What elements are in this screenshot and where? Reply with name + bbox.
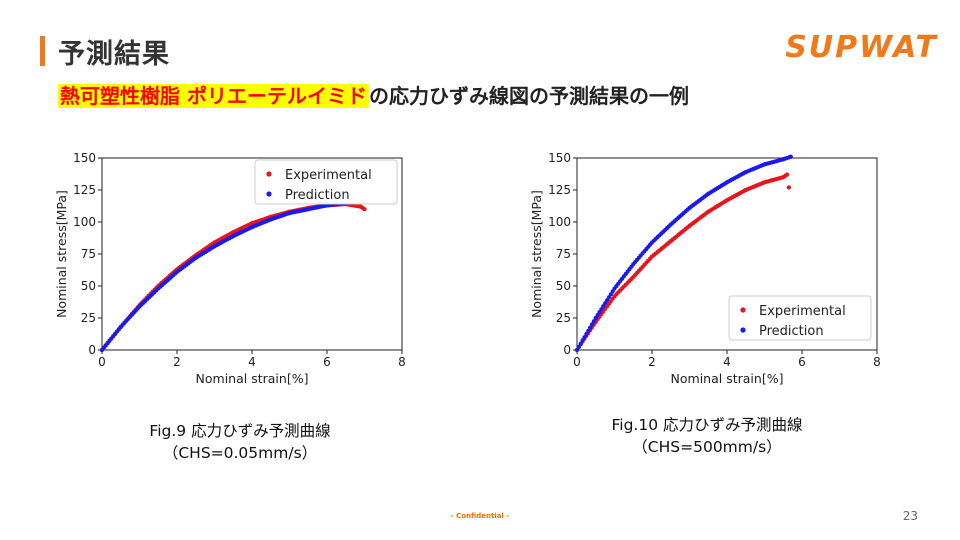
page-number: 23: [902, 509, 918, 523]
confidential-label: - Confidential -: [450, 512, 510, 520]
title-accent-bar: [40, 36, 45, 66]
x-tick-label: 4: [723, 355, 731, 369]
subtitle: 熱可塑性樹脂 ポリエーテルイミド の応力ひずみ線図の予測結果の一例: [58, 80, 689, 109]
legend-marker-prediction: [266, 191, 272, 197]
data-point-experimental: [786, 185, 791, 190]
y-tick-label: 0: [88, 343, 96, 357]
data-point-prediction: [591, 319, 596, 324]
x-tick-label: 6: [798, 355, 806, 369]
x-tick-label: 8: [873, 355, 881, 369]
caption-fig9-line2: （CHS=0.05mm/s）: [162, 444, 318, 462]
y-tick-label: 75: [556, 247, 571, 261]
caption-fig10-line1: Fig.10 応力ひずみ予測曲線: [611, 416, 803, 434]
y-axis-label: Nominal stress[MPa]: [529, 190, 544, 318]
data-point-prediction: [580, 338, 585, 343]
y-tick-label: 150: [73, 151, 96, 165]
x-tick-label: 6: [323, 355, 331, 369]
x-tick-label: 2: [648, 355, 656, 369]
data-point-prediction: [578, 341, 583, 346]
legend-label-experimental: Experimental: [285, 168, 372, 183]
legend: Experimental Prediction: [254, 159, 398, 205]
caption-fig9: Fig.9 応力ひずみ予測曲線 （CHS=0.05mm/s）: [95, 420, 385, 464]
y-tick-label: 50: [81, 279, 96, 293]
x-tick-label: 0: [98, 355, 106, 369]
series-prediction: [99, 199, 367, 353]
y-tick-label: 125: [548, 183, 571, 197]
y-tick-label: 150: [548, 151, 571, 165]
page-title: 予測結果: [58, 39, 170, 70]
subtitle-highlight: 熱可塑性樹脂 ポリエーテルイミド: [58, 84, 369, 108]
data-point-prediction: [584, 331, 589, 337]
x-tick-label: 2: [173, 355, 181, 369]
y-tick-label: 25: [81, 311, 96, 325]
chart-fig9: 0 2 4 6 8 0 25 50 75 100 125 150 Nominal strain[%] No…: [54, 151, 406, 386]
data-point-prediction: [788, 154, 793, 159]
y-tick-label: 25: [556, 311, 571, 325]
data-point-experimental: [362, 207, 367, 212]
caption-fig9-line1: Fig.9 応力ひずみ予測曲線: [149, 422, 331, 440]
x-axis-label: Nominal strain[%]: [196, 371, 309, 386]
legend-marker-experimental: [266, 171, 272, 177]
data-point-prediction: [588, 325, 593, 330]
legend-marker-experimental: [740, 307, 746, 313]
data-point-prediction: [589, 322, 595, 327]
data-point-experimental: [784, 172, 790, 177]
x-tick-label: 0: [573, 355, 581, 369]
legend-label-prediction: Prediction: [285, 188, 350, 203]
data-point-prediction: [574, 347, 580, 353]
legend-label-prediction: Prediction: [759, 324, 824, 339]
y-axis-label: Nominal stress[MPa]: [54, 190, 69, 318]
data-point-prediction: [576, 344, 581, 349]
data-point-prediction: [582, 335, 587, 340]
x-tick-label: 8: [398, 355, 406, 369]
legend-marker-prediction: [740, 327, 746, 333]
y-tick-label: 100: [73, 215, 96, 229]
y-tick-label: 50: [556, 279, 571, 293]
x-axis-label: Nominal strain[%]: [671, 371, 784, 386]
legend-box: [254, 159, 398, 205]
legend: Experimental Prediction: [728, 295, 872, 341]
y-tick-label: 125: [73, 183, 96, 197]
subtitle-rest: の応力ひずみ線図の予測結果の一例: [368, 84, 689, 108]
chart-fig10: 0 2 4 6 8 0 25 50 75 100 125 150 Nominal strain[%] No…: [529, 151, 881, 386]
data-point-prediction: [586, 328, 591, 333]
legend-box: [728, 295, 872, 341]
logo: SUPWAT: [785, 30, 938, 65]
y-tick-label: 75: [81, 247, 96, 261]
y-tick-label: 100: [548, 215, 571, 229]
x-tick-label: 4: [248, 355, 256, 369]
series-prediction: [574, 154, 793, 353]
legend-label-experimental: Experimental: [759, 304, 846, 319]
y-tick-label: 0: [563, 343, 571, 357]
caption-fig10-line2: （CHS=500mm/s）: [632, 438, 782, 456]
caption-fig10: Fig.10 応力ひずみ予測曲線 （CHS=500mm/s）: [562, 414, 852, 458]
